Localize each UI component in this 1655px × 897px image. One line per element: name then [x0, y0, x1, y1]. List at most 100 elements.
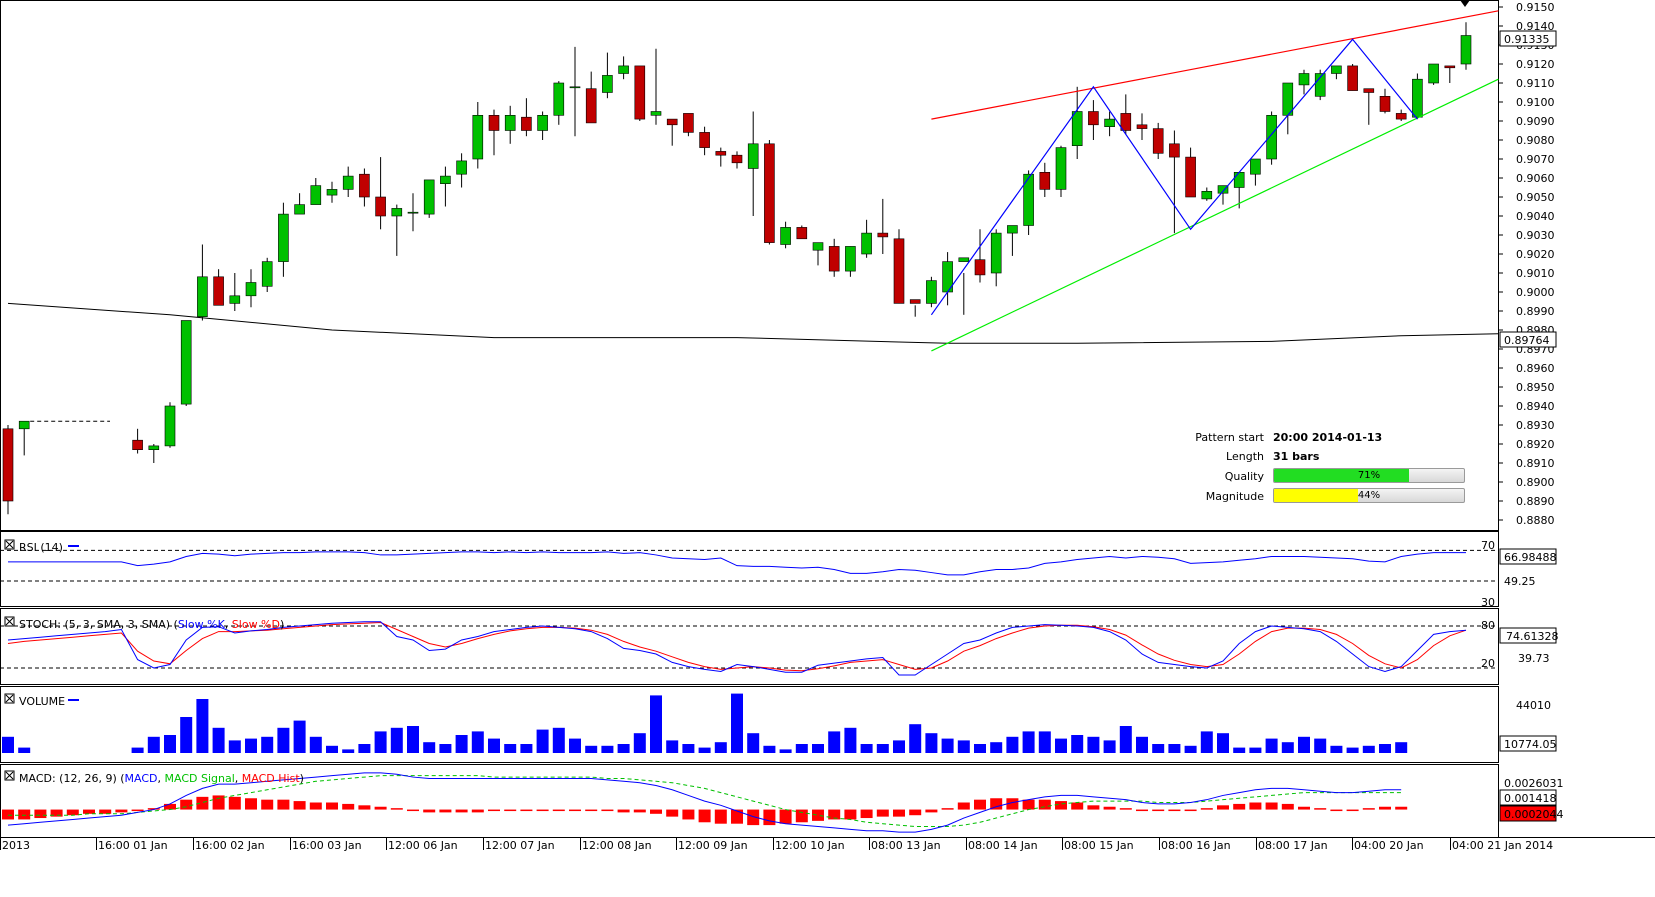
ma-price-marker: 0.89764 [1499, 331, 1557, 348]
volume-bar [974, 744, 986, 753]
bullish-candle [1201, 191, 1213, 200]
volume-bar [1281, 742, 1294, 753]
bearish-candle [715, 151, 727, 156]
rsi-level-70: 70 [1481, 539, 1495, 552]
close-icon[interactable] [4, 539, 15, 550]
volume-bar [731, 693, 743, 753]
time-tick-label: 04:00 21 Jan 2014 [1452, 839, 1553, 852]
bullish-candle [926, 280, 937, 304]
bullish-candle [1331, 65, 1342, 74]
stoch-k-line [7, 621, 1467, 676]
bullish-candle [747, 143, 759, 169]
bullish-candle [861, 232, 872, 255]
macd-axis-label: 0.0026031 [1504, 777, 1564, 790]
bearish-candle [828, 246, 840, 272]
price-tick-label: 0.9020 [1516, 248, 1555, 261]
macd-hist-bar [1136, 809, 1148, 812]
volume-bar [423, 742, 436, 753]
moving-average-line [7, 302, 1499, 344]
bullish-candle [1428, 63, 1439, 84]
macd-hist-bar [893, 809, 905, 817]
price-tick-label: 0.8890 [1516, 495, 1555, 508]
macd-hist-bar [147, 808, 160, 810]
macd-hist-bar [1265, 802, 1278, 810]
quality-bar-fill [1274, 469, 1409, 482]
volume-bar [1249, 747, 1262, 753]
volume-bar [844, 727, 857, 753]
volume-bar [828, 731, 841, 753]
close-icon[interactable] [4, 770, 15, 781]
time-axis: 2013 16:00 01 Jan 16:00 02 Jan 16:00 03 Jan… [0, 837, 1553, 852]
volume-bar [536, 729, 549, 753]
bullish-candle [1460, 35, 1472, 65]
volume-bar [747, 733, 760, 753]
time-tick-label: 08:00 17 Jan [1258, 839, 1328, 852]
bearish-candle [634, 65, 646, 120]
price-tick-label: 0.8900 [1516, 476, 1555, 489]
rsi-mid-label: 49.25 [1504, 575, 1536, 588]
bullish-candle [261, 261, 273, 287]
pattern-quality-label: Quality [1224, 470, 1264, 483]
macd-hist-bar [374, 806, 387, 810]
price-tick-label: 0.9030 [1516, 229, 1555, 242]
time-tick-label: 04:00 20 Jan [1354, 839, 1424, 852]
macd-hist-bar [1217, 805, 1229, 810]
macd-hist-bar [228, 796, 241, 810]
bullish-candle [1314, 73, 1326, 97]
macd-hist-bar [1362, 808, 1375, 810]
macd-panel [2, 772, 1408, 833]
macd-hist-bar [358, 805, 371, 810]
macd-hist-bar [990, 798, 1003, 810]
macd-hist-bar [196, 796, 209, 810]
price-tick-label: 0.9010 [1516, 267, 1555, 280]
rsi-current-label: 66.98488 [1504, 551, 1557, 564]
volume-bar [390, 727, 403, 753]
volume-bar [1200, 731, 1213, 753]
bullish-candle [229, 295, 241, 304]
macd-title: MACD: (12, 26, 9) (MACD, MACD Signal, MA… [4, 770, 1564, 822]
ma-price-label: 0.89764 [1504, 334, 1550, 347]
macd-hist-bar [569, 809, 581, 812]
macd-hist-bar [1087, 805, 1100, 810]
volume-current-label: 10774.05 [1504, 738, 1557, 751]
close-icon[interactable] [4, 693, 15, 704]
volume-bar [1006, 736, 1019, 753]
bullish-candle [650, 111, 662, 116]
price-tick-label: 0.8930 [1516, 419, 1555, 432]
macd-hist-bar [714, 809, 727, 824]
bullish-candle [569, 86, 581, 89]
price-tick-label: 0.8880 [1516, 514, 1555, 527]
bullish-candle [197, 276, 208, 317]
bearish-candle [521, 116, 532, 131]
bullish-candle [1055, 147, 1067, 190]
macd-hist-bar [390, 808, 403, 810]
macd-hist-bar [860, 809, 873, 819]
macd-hist-bar [941, 808, 954, 810]
time-tick-label: 12:00 06 Jan [388, 839, 458, 852]
macd-hist-bar [504, 809, 517, 812]
volume-bar [941, 738, 954, 753]
volume-bar [1055, 738, 1067, 753]
macd-hist-bar [682, 809, 695, 820]
volume-bar [488, 738, 500, 753]
volume-bar [164, 735, 176, 753]
close-icon[interactable] [4, 616, 15, 627]
macd-hist-bar [18, 809, 31, 820]
resistance-line [931, 10, 1499, 120]
macd-hist-bar [50, 809, 63, 817]
volume-bar [682, 744, 695, 753]
bullish-candle [245, 282, 257, 297]
volume-bar [212, 727, 225, 753]
macd-hist-bar [731, 809, 743, 824]
bullish-candle [407, 211, 419, 214]
macd-hist-bar [763, 809, 776, 826]
price-tick-label: 0.9090 [1516, 115, 1555, 128]
macd-title-hist: MACD Hist [242, 772, 301, 785]
bullish-candle [1250, 158, 1261, 175]
macd-hist-bar [115, 809, 128, 813]
bearish-candle [1347, 65, 1358, 91]
bullish-candle [1298, 73, 1310, 86]
volume-bar [957, 740, 970, 753]
macd-title-macd: MACD [125, 772, 158, 785]
magnitude-bar-fill [1274, 489, 1358, 502]
